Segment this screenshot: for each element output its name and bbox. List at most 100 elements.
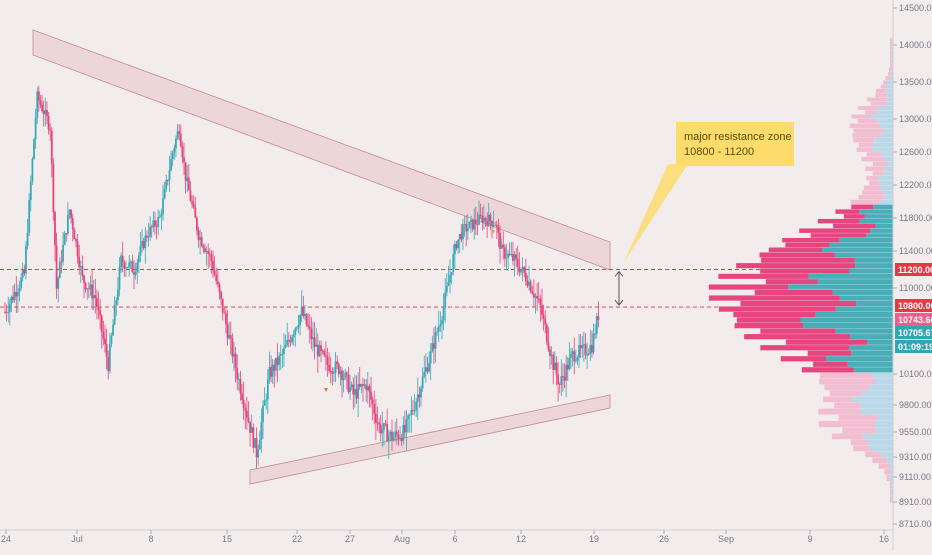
candle-body [168,170,171,181]
candle-body [17,292,19,297]
volume-profile-down-row [856,147,873,152]
volume-profile-down-row [785,339,868,345]
candle-body [450,272,453,275]
volume-profile [708,37,893,503]
candle-body [329,371,332,372]
range-arrow-head-bottom [614,299,624,306]
candle-body [210,254,213,261]
candle-body [310,328,313,340]
candle-body [299,315,301,326]
candle-body [12,296,14,300]
volume-profile-down-row [863,185,881,191]
candle-body [75,239,77,242]
candle-body [563,376,566,381]
candle-body [570,353,572,358]
volume-profile-down-row [889,481,892,489]
candle-body [449,274,451,283]
candle-body [333,372,335,374]
volume-profile-down-row [807,350,852,356]
volume-profile-down-row [754,289,833,296]
candle-body [200,237,203,246]
candle-body [441,320,443,325]
candle-body [582,344,585,346]
candle-body [20,277,23,288]
volume-profile-down-row [890,50,892,55]
candle-body [29,181,32,201]
volume-profile-up-row [849,268,893,274]
candle-body [268,367,271,380]
candle-body [18,287,21,293]
candle-body [245,410,248,418]
volume-profile-up-row [891,46,893,51]
price-tag-bg [895,340,932,353]
volume-profile-down-row [843,214,865,219]
price-tag-bg [895,263,932,276]
candle-body [49,129,52,131]
volume-profile-up-row [869,114,893,119]
time-tick-label: Aug [394,534,410,544]
candle-body [170,158,172,171]
volume-profile-up-row [876,110,893,115]
volume-profile-down-row [761,257,855,263]
price-tick-label: 9310.00 [899,452,932,462]
volume-profile-down-row [801,367,854,373]
volume-profile-up-row [832,289,893,296]
candle-body [173,148,176,153]
time-axis: 24 Jul 8 15 22 27 Aug 6 12 19 26 Sep 9 16 [0,529,893,544]
candle-body [281,353,284,355]
volume-profile-up-row [815,311,893,318]
candle-body [410,410,413,415]
candle-body [321,350,324,352]
price-tag-bg [895,313,932,326]
price-tick-label: 12200.00 [899,180,932,190]
candle-body [418,394,421,398]
candle-body [342,377,345,381]
candle-body [437,326,440,332]
volume-profile-down-row [890,63,893,68]
candle-body [50,130,53,164]
candle-body [526,281,529,286]
candle-body [275,357,277,371]
candle-body [265,399,268,401]
candle-body [305,314,308,325]
volume-profile-up-row [817,279,893,285]
volume-profile-up-row [880,185,893,191]
candle-body [223,312,226,314]
candle-body [52,163,55,212]
candle-body [271,364,274,377]
volume-profile-up-row [859,218,893,224]
candle-body [365,384,368,391]
volume-profile-up-row [877,118,893,124]
candle-body [347,374,350,392]
candle-body [434,332,437,349]
candle-body [587,353,590,355]
volume-profile-up-row [876,106,893,110]
candle-body [515,254,518,259]
candle-body [362,384,364,386]
candle-body [304,314,306,317]
volume-profile-up-row [875,223,893,229]
candle-body [503,247,506,259]
candle-body [387,435,390,442]
volume-profile-up-row [826,356,893,362]
volume-profile-down-row [853,137,875,143]
candle-body [158,216,161,218]
candle-body [46,109,48,117]
candle-body [129,261,132,263]
volume-profile-down-row [759,252,835,258]
candle-body [118,267,121,290]
volume-profile-down-row [878,463,890,469]
volume-profile-down-row [850,199,880,205]
candle-body [250,427,253,433]
candle-body [431,343,434,352]
candle-body [591,344,593,353]
candle-body [539,298,542,305]
candle-body [276,357,279,365]
volume-profile-down-row [858,195,885,200]
volume-profile-down-row [872,457,888,464]
candle-body [597,316,600,320]
candle-body [544,318,547,325]
candle-body [7,311,10,313]
